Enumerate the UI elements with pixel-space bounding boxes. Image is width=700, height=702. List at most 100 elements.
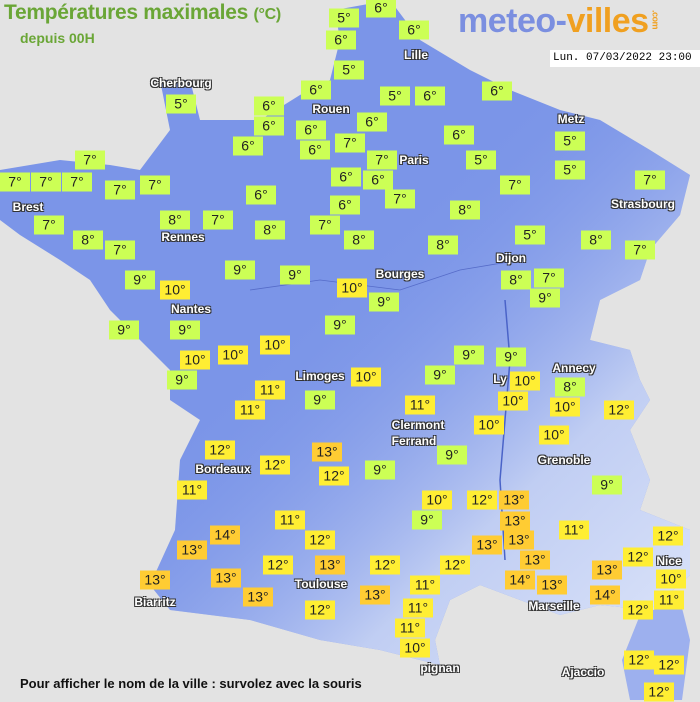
temperature-label[interactable]: 5° — [166, 94, 196, 114]
temperature-label[interactable]: 14° — [210, 525, 240, 545]
temperature-label[interactable]: 13° — [360, 585, 390, 605]
temperature-label[interactable]: 11° — [235, 400, 265, 420]
temperature-label[interactable]: 7° — [367, 150, 397, 170]
temperature-label[interactable]: 8° — [344, 230, 374, 250]
temperature-label[interactable]: 10° — [656, 569, 686, 589]
temperature-label[interactable]: 13° — [315, 555, 345, 575]
temperature-label[interactable]: 8° — [581, 230, 611, 250]
temperature-label[interactable]: 14° — [505, 570, 535, 590]
temperature-label[interactable]: 6° — [482, 81, 512, 101]
temperature-label[interactable]: 14° — [590, 585, 620, 605]
temperature-label[interactable]: 13° — [140, 570, 170, 590]
temperature-label[interactable]: 5° — [515, 225, 545, 245]
temperature-label[interactable]: 6° — [357, 112, 387, 132]
temperature-label[interactable]: 12° — [263, 555, 293, 575]
temperature-label[interactable]: 6° — [233, 136, 263, 156]
temperature-label[interactable]: 12° — [305, 600, 335, 620]
temperature-label[interactable]: 7° — [635, 170, 665, 190]
temperature-label[interactable]: 11° — [559, 520, 589, 540]
temperature-label[interactable]: 9° — [592, 475, 622, 495]
temperature-label[interactable]: 10° — [260, 335, 290, 355]
temperature-label[interactable]: 7° — [140, 175, 170, 195]
temperature-label[interactable]: 9° — [305, 390, 335, 410]
temperature-label[interactable]: 5° — [329, 8, 359, 28]
temperature-label[interactable]: 12° — [370, 555, 400, 575]
temperature-label[interactable]: 5° — [380, 86, 410, 106]
temperature-label[interactable]: 11° — [177, 480, 207, 500]
temperature-label[interactable]: 10° — [550, 397, 580, 417]
temperature-label[interactable]: 13° — [499, 490, 529, 510]
temperature-label[interactable]: 7° — [105, 240, 135, 260]
temperature-label[interactable]: 9° — [437, 445, 467, 465]
temperature-label[interactable]: 6° — [296, 120, 326, 140]
temperature-label[interactable]: 13° — [312, 442, 342, 462]
temperature-label[interactable]: 8° — [428, 235, 458, 255]
temperature-label[interactable]: 10° — [539, 425, 569, 445]
meteo-villes-logo[interactable]: meteo-villes .com — [458, 2, 661, 41]
temperature-label[interactable]: 8° — [501, 270, 531, 290]
temperature-label[interactable]: 9° — [496, 347, 526, 367]
temperature-label[interactable]: 6° — [444, 125, 474, 145]
temperature-label[interactable]: 12° — [604, 400, 634, 420]
temperature-label[interactable]: 10° — [218, 345, 248, 365]
temperature-label[interactable]: 7° — [34, 215, 64, 235]
temperature-label[interactable]: 9° — [454, 345, 484, 365]
temperature-label[interactable]: 11° — [255, 380, 285, 400]
temperature-label[interactable]: 8° — [255, 220, 285, 240]
temperature-label[interactable]: 13° — [592, 560, 622, 580]
temperature-label[interactable]: 9° — [530, 288, 560, 308]
temperature-label[interactable]: 8° — [450, 200, 480, 220]
temperature-label[interactable]: 6° — [254, 116, 284, 136]
temperature-label[interactable]: 6° — [363, 170, 393, 190]
temperature-label[interactable]: 12° — [653, 526, 683, 546]
temperature-label[interactable]: 8° — [73, 230, 103, 250]
temperature-label[interactable]: 12° — [623, 600, 653, 620]
temperature-label[interactable]: 10° — [498, 391, 528, 411]
temperature-label[interactable]: 9° — [369, 292, 399, 312]
temperature-label[interactable]: 9° — [125, 270, 155, 290]
temperature-label[interactable]: 11° — [410, 575, 440, 595]
temperature-label[interactable]: 6° — [301, 80, 331, 100]
temperature-label[interactable]: 7° — [0, 172, 30, 192]
temperature-label[interactable]: 6° — [399, 20, 429, 40]
temperature-label[interactable]: 10° — [422, 490, 452, 510]
temperature-label[interactable]: 12° — [205, 440, 235, 460]
temperature-label[interactable]: 7° — [105, 180, 135, 200]
temperature-label[interactable]: 11° — [405, 395, 435, 415]
temperature-label[interactable]: 6° — [330, 195, 360, 215]
temperature-label[interactable]: 10° — [400, 638, 430, 658]
temperature-label[interactable]: 5° — [555, 131, 585, 151]
temperature-label[interactable]: 7° — [310, 215, 340, 235]
temperature-label[interactable]: 8° — [555, 377, 585, 397]
temperature-label[interactable]: 9° — [280, 265, 310, 285]
temperature-label[interactable]: 9° — [365, 460, 395, 480]
temperature-label[interactable]: 7° — [335, 133, 365, 153]
temperature-label[interactable]: 5° — [334, 60, 364, 80]
temperature-label[interactable]: 5° — [466, 150, 496, 170]
temperature-label[interactable]: 13° — [520, 550, 550, 570]
temperature-label[interactable]: 11° — [403, 598, 433, 618]
temperature-label[interactable]: 12° — [467, 490, 497, 510]
temperature-label[interactable]: 10° — [337, 278, 367, 298]
temperature-label[interactable]: 6° — [254, 96, 284, 116]
temperature-label[interactable]: 9° — [225, 260, 255, 280]
temperature-label[interactable]: 12° — [654, 655, 684, 675]
temperature-label[interactable]: 5° — [555, 160, 585, 180]
temperature-label[interactable]: 12° — [319, 466, 349, 486]
temperature-label[interactable]: 12° — [440, 555, 470, 575]
temperature-label[interactable]: 10° — [160, 280, 190, 300]
temperature-label[interactable]: 7° — [31, 172, 61, 192]
temperature-label[interactable]: 7° — [203, 210, 233, 230]
temperature-label[interactable]: 13° — [211, 568, 241, 588]
temperature-label[interactable]: 12° — [644, 682, 674, 702]
temperature-label[interactable]: 12° — [305, 530, 335, 550]
temperature-label[interactable]: 10° — [474, 415, 504, 435]
temperature-label[interactable]: 6° — [326, 30, 356, 50]
temperature-label[interactable]: 9° — [412, 510, 442, 530]
temperature-label[interactable]: 6° — [331, 167, 361, 187]
temperature-label[interactable]: 9° — [325, 315, 355, 335]
temperature-label[interactable]: 12° — [260, 455, 290, 475]
temperature-label[interactable]: 7° — [75, 150, 105, 170]
temperature-label[interactable]: 13° — [500, 511, 530, 531]
temperature-label[interactable]: 7° — [62, 172, 92, 192]
